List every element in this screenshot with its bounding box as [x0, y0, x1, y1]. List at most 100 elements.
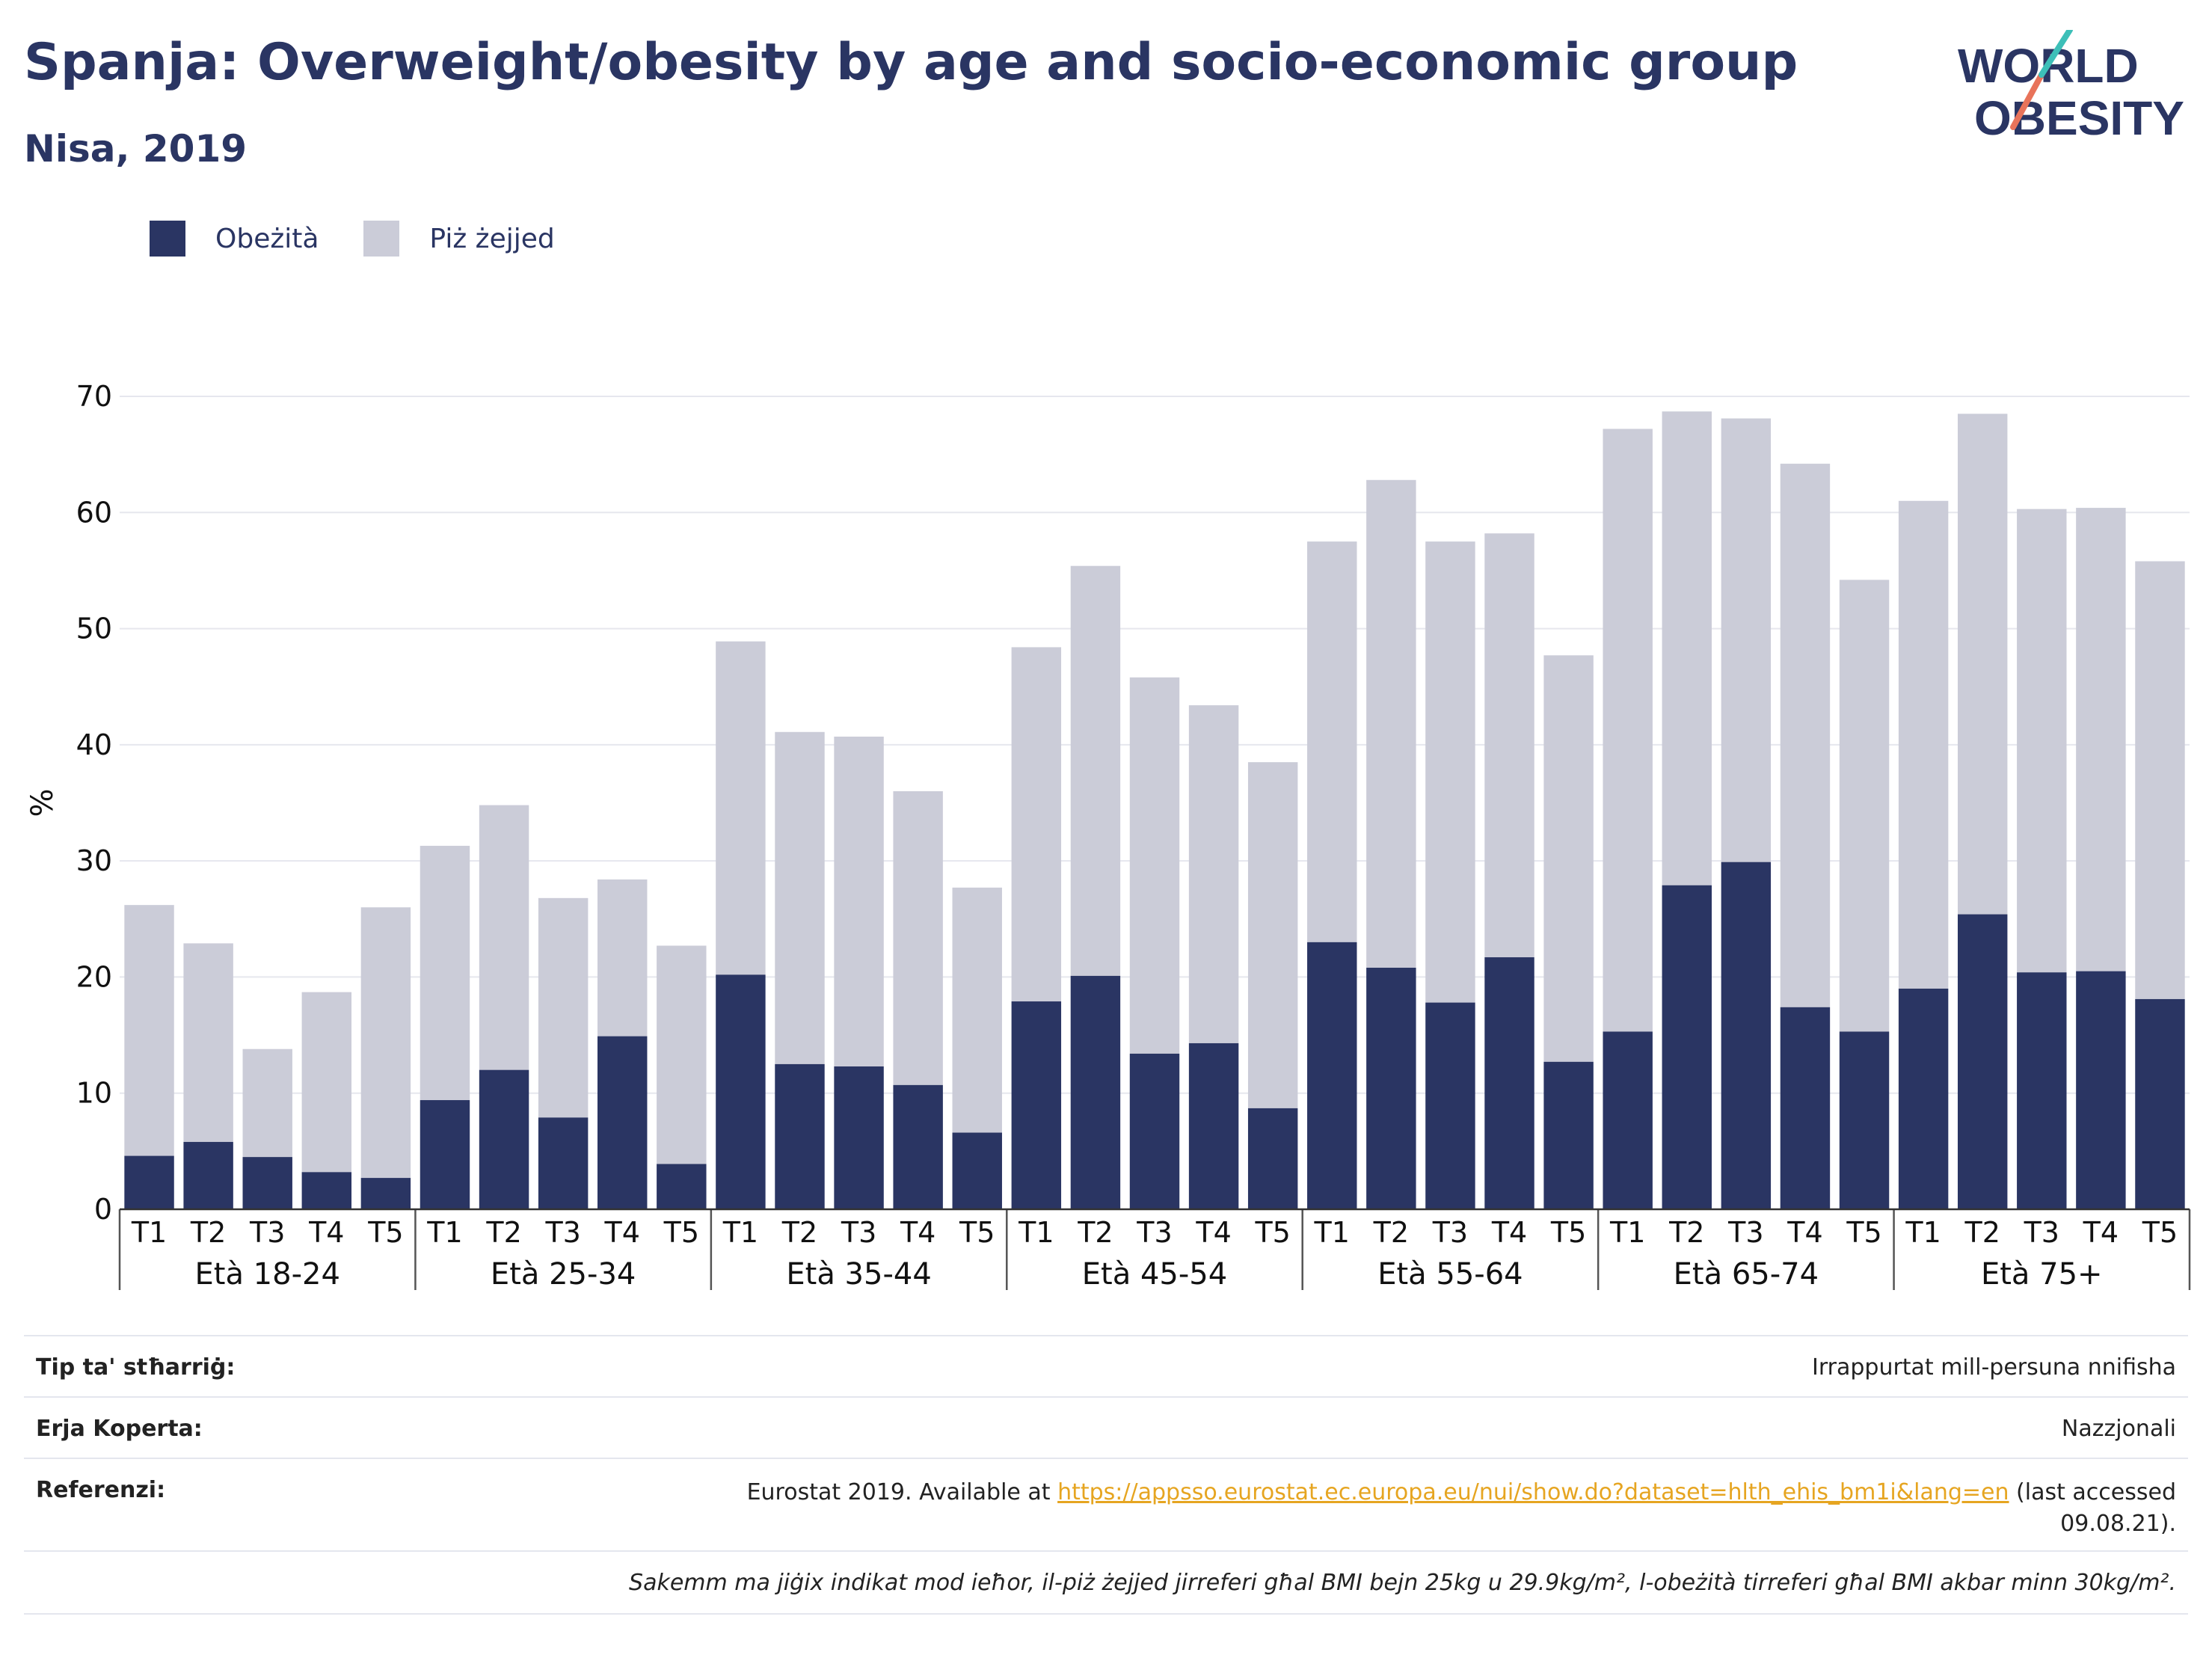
- bar-obese: [716, 974, 766, 1209]
- bar-chart: 0 10 20 30 40 50 60 70% T1 T2 T3 T4 T5 Età 18-24 T1 T2 T…: [25, 380, 2191, 1292]
- bar-obese: [1366, 968, 1416, 1209]
- legend: Obeżità Piż żejjed: [150, 221, 600, 257]
- bar-obese: [2076, 971, 2126, 1209]
- x-tick-label: T1: [1609, 1216, 1645, 1249]
- y-tick-label: 20: [76, 960, 112, 993]
- bar-overweight: [1070, 565, 1121, 976]
- group-label: Età 18-24: [195, 1257, 340, 1292]
- meta-key-references: Referenzi:: [36, 1477, 166, 1503]
- bar-obese: [420, 1100, 470, 1209]
- x-tick-label: T5: [1254, 1216, 1290, 1249]
- x-tick-label: T2: [1964, 1216, 2000, 1249]
- bar-overweight: [1780, 464, 1831, 1007]
- y-tick-label: 10: [76, 1077, 112, 1110]
- bar-overweight: [1543, 655, 1594, 1062]
- legend-swatch-obese: [150, 221, 185, 257]
- x-tick-label: T3: [1136, 1216, 1172, 1249]
- meta-value-references: Eurostat 2019. Available at https://apps…: [747, 1477, 2176, 1540]
- group-label: Età 75+: [1981, 1257, 2103, 1292]
- chart-title: Spanja: Overweight/obesity by age and so…: [24, 33, 1798, 92]
- bar-overweight: [1484, 533, 1534, 958]
- x-tick-label: T2: [485, 1216, 521, 1249]
- chart-subtitle: Nisa, 2019: [24, 127, 248, 171]
- meta-table: Tip ta' stħarriġ: Irrappurtat mill-persu…: [24, 1335, 2188, 1619]
- refs-prefix: Eurostat 2019. Available at: [746, 1479, 1058, 1505]
- bar-overweight: [1011, 647, 1062, 1002]
- bar-overweight: [2135, 561, 2185, 999]
- bar-obese: [1484, 957, 1534, 1209]
- bar-obese: [242, 1157, 292, 1209]
- bar-obese: [1603, 1031, 1653, 1209]
- y-axis-label: %: [25, 788, 60, 817]
- x-tick-label: T2: [1077, 1216, 1113, 1249]
- x-tick-label: T4: [1195, 1216, 1231, 1249]
- bar-obese: [657, 1164, 707, 1209]
- bar-overweight: [775, 731, 825, 1064]
- bar-obese: [124, 1155, 174, 1209]
- meta-note: Sakemm ma jiġix indikat mod ieħor, il-pi…: [629, 1570, 2176, 1596]
- world-obesity-logo: WORLD OBESITY: [1958, 30, 2184, 145]
- y-tick-label: 70: [76, 380, 112, 413]
- x-tick-label: T3: [1727, 1216, 1763, 1249]
- bar-obese: [1662, 885, 1712, 1209]
- bar-overweight: [597, 879, 648, 1037]
- x-tick-label: T5: [1550, 1216, 1586, 1249]
- bar-obese: [834, 1066, 884, 1209]
- x-tick-label: T1: [722, 1216, 758, 1249]
- bar-overweight: [1188, 705, 1239, 1043]
- meta-row-note: Sakemm ma jiġix indikat mod ieħor, il-pi…: [24, 1550, 2188, 1615]
- refs-link[interactable]: https://appsso.eurostat.ec.europa.eu/nui…: [1057, 1479, 2009, 1505]
- bar-overweight: [1662, 411, 1712, 885]
- bar-overweight: [1957, 414, 2008, 915]
- x-tick-label: T4: [604, 1216, 640, 1249]
- bar-obese: [1307, 942, 1357, 1209]
- bar-obese: [952, 1132, 1002, 1209]
- meta-row-references: Referenzi: Eurostat 2019. Available at h…: [24, 1458, 2188, 1552]
- bar-overweight: [479, 805, 529, 1070]
- x-tick-label: T2: [781, 1216, 817, 1249]
- group-label: Età 35-44: [786, 1257, 931, 1292]
- x-tick-label: T3: [1432, 1216, 1468, 1249]
- bar-overweight: [657, 945, 707, 1164]
- bar-obese: [1957, 914, 2008, 1209]
- x-tick-label: T4: [308, 1216, 344, 1249]
- x-tick-label: T1: [131, 1216, 167, 1249]
- bar-overweight: [1425, 541, 1475, 1003]
- bar-overweight: [1603, 429, 1653, 1032]
- group-label: Età 45-54: [1082, 1257, 1227, 1292]
- bar-obese: [2017, 972, 2067, 1209]
- bar-obese: [1898, 988, 1949, 1209]
- y-tick-label: 30: [76, 844, 112, 877]
- bar-obese: [1425, 1002, 1475, 1209]
- y-tick-label: 50: [76, 612, 112, 645]
- meta-row-area: Erja Koperta: Nazzjonali: [24, 1396, 2188, 1459]
- bar-overweight: [1721, 418, 1772, 862]
- bar-overweight: [124, 905, 174, 1156]
- bar-obese: [538, 1117, 589, 1209]
- bar-obese: [1011, 1001, 1062, 1209]
- legend-swatch-overweight: [363, 221, 400, 257]
- bar-obese: [360, 1178, 411, 1209]
- x-tick-label: T5: [2142, 1216, 2178, 1249]
- bar-overweight: [1247, 762, 1298, 1108]
- x-tick-label: T3: [249, 1216, 285, 1249]
- group-label: Età 25-34: [491, 1257, 636, 1292]
- meta-value-area: Nazzjonali: [2061, 1416, 2176, 1442]
- x-tick-label: T3: [2024, 1216, 2059, 1249]
- x-tick-label: T3: [544, 1216, 580, 1249]
- bar-overweight: [1366, 479, 1416, 968]
- bar-obese: [1188, 1043, 1239, 1209]
- bar-overweight: [952, 887, 1002, 1133]
- bar-obese: [597, 1036, 648, 1209]
- x-tick-label: T4: [2083, 1216, 2119, 1249]
- bar-overweight: [1839, 580, 1890, 1032]
- bar-obese: [1247, 1108, 1298, 1209]
- bar-overweight: [1307, 541, 1357, 942]
- logo-text-obesity: OBESITY: [1974, 91, 2184, 145]
- x-tick-label: T3: [841, 1216, 876, 1249]
- bar-overweight: [2017, 509, 2067, 973]
- x-tick-label: T4: [1491, 1216, 1527, 1249]
- bar-overweight: [1898, 500, 1949, 989]
- meta-row-survey-type: Tip ta' stħarriġ: Irrappurtat mill-persu…: [24, 1335, 2188, 1398]
- x-tick-label: T2: [1373, 1216, 1409, 1249]
